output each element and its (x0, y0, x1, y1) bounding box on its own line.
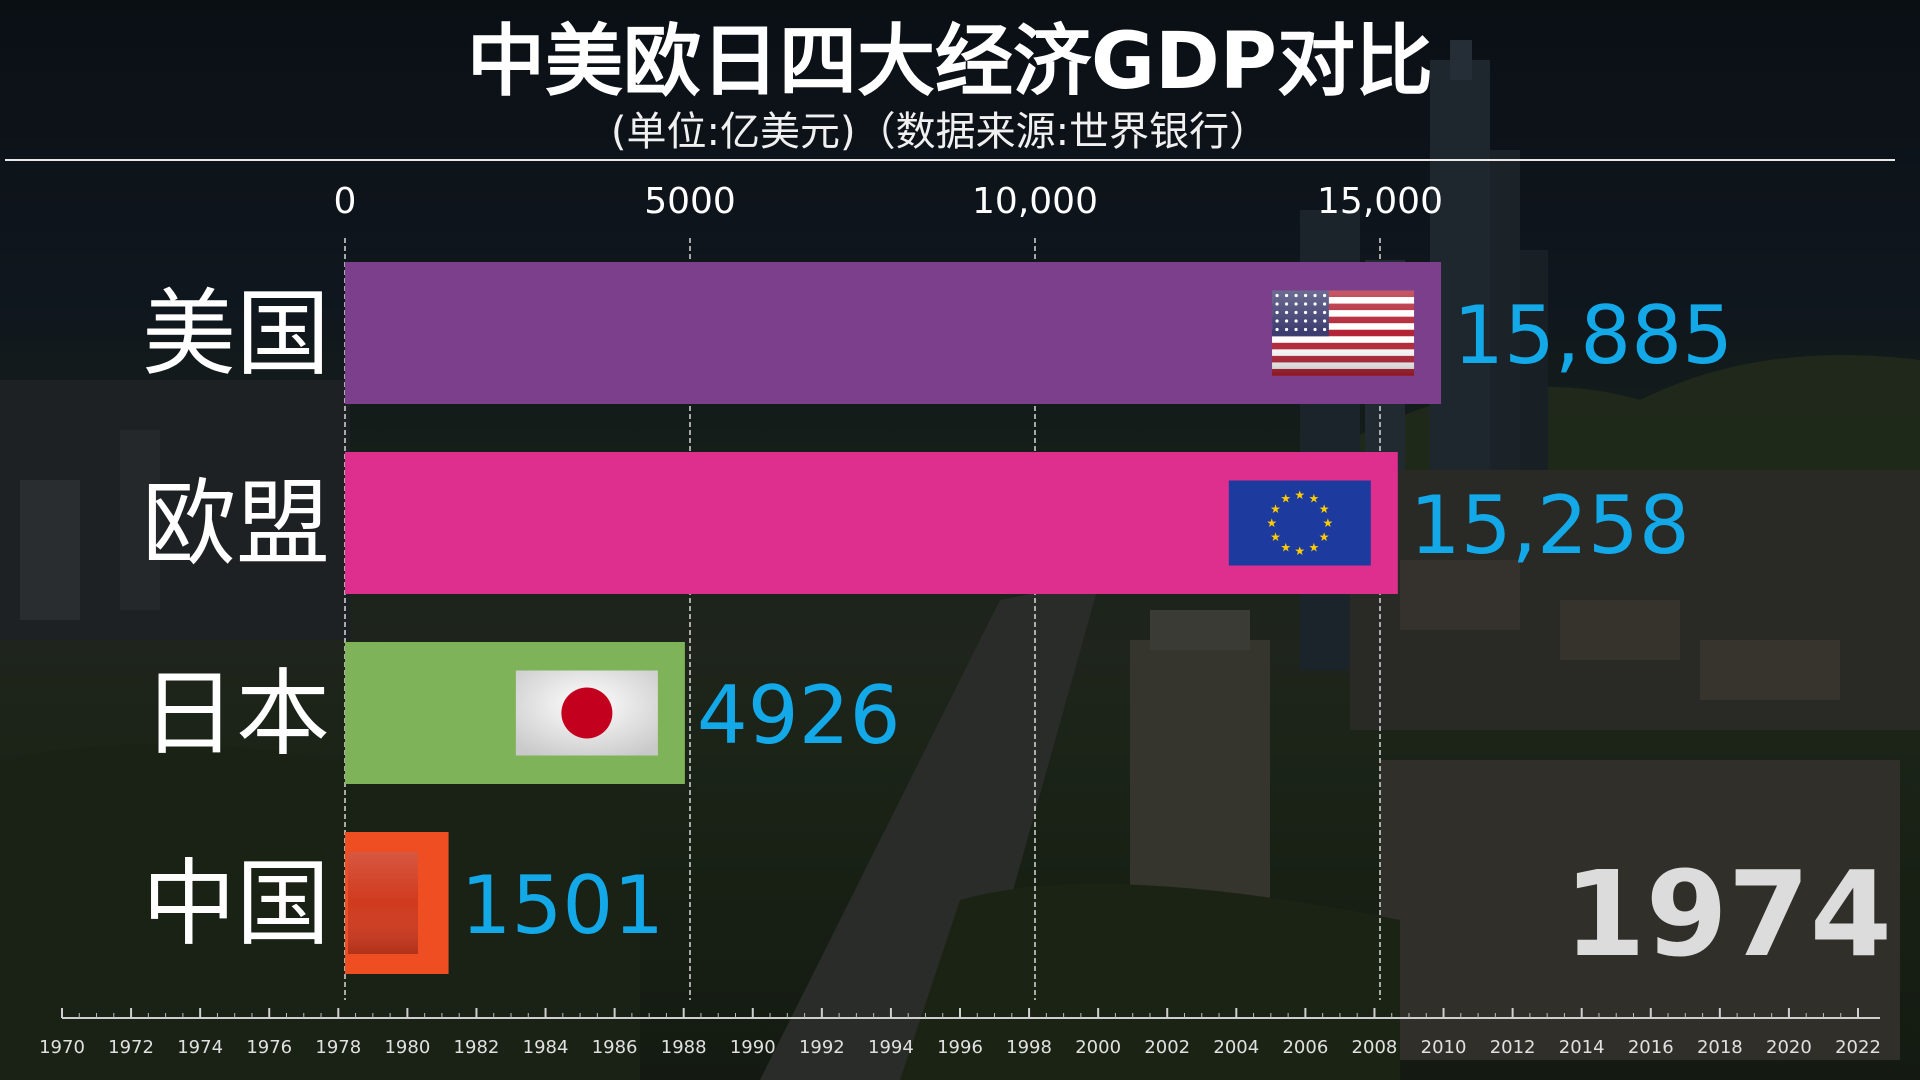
timeline-year-label: 1974 (177, 1037, 223, 1058)
timeline-year-label: 1994 (868, 1037, 914, 1058)
timeline-year-label: 2010 (1421, 1037, 1467, 1058)
x-tick-label: 15,000 (1317, 181, 1443, 222)
timeline-ticks: 1970 1972 1974 1976 1978 1980 1982 1984 1986 1988… (39, 1008, 1881, 1058)
timeline-year-label: 2016 (1628, 1037, 1674, 1058)
timeline-year-label: 1992 (799, 1037, 845, 1058)
timeline-year-label: 1998 (1006, 1037, 1052, 1058)
value-label: 15,258 (1410, 479, 1690, 572)
flags: ★ ★★★★★★★★★★★ (348, 290, 1415, 954)
category-label: 日本 (142, 660, 330, 769)
timeline-year-label: 2004 (1213, 1037, 1259, 1058)
svg-text:★: ★ (1270, 502, 1281, 516)
china-flag-icon (348, 852, 418, 954)
timeline-year-label: 1978 (315, 1037, 361, 1058)
svg-text:★: ★ (1308, 492, 1319, 506)
x-tick-label: 0 (334, 181, 357, 222)
timeline-year-label: 2006 (1282, 1037, 1328, 1058)
value-label: 1501 (461, 859, 665, 952)
category-label: 美国 (142, 280, 330, 389)
timeline-year-label: 1972 (108, 1037, 154, 1058)
japan-flag-icon (515, 670, 658, 756)
current-year-label: 1974 (1564, 845, 1892, 983)
svg-text:★: ★ (1280, 492, 1291, 506)
category-label: 欧盟 (142, 470, 330, 579)
chart-subtitle: (单位:亿美元)（数据来源:世界银行） (611, 109, 1269, 155)
timeline-year-label: 2002 (1144, 1037, 1190, 1058)
timeline-year-label: 1990 (730, 1037, 776, 1058)
timeline-year-label: 2020 (1766, 1037, 1812, 1058)
timeline-slider[interactable]: 1970 1972 1974 1976 1978 1980 1982 1984 1986 1988… (39, 1008, 1881, 1058)
svg-text:★: ★ (1308, 540, 1319, 554)
timeline-year-label: 1982 (454, 1037, 500, 1058)
us-flag-icon (1272, 290, 1415, 376)
chart-title: 中美欧日四大经济GDP对比 (467, 17, 1433, 107)
timeline-year-label: 1986 (592, 1037, 638, 1058)
timeline-year-label: 2000 (1075, 1037, 1121, 1058)
svg-text:★: ★ (1322, 516, 1333, 530)
timeline-year-label: 1976 (246, 1037, 292, 1058)
timeline-year-label: 2014 (1559, 1037, 1605, 1058)
eu-flag-icon: ★ ★★★★★★★★★★★ (1228, 480, 1371, 566)
timeline-year-label: 1970 (39, 1037, 85, 1058)
value-labels: 15,885 15,258 4926 1501 (461, 289, 1733, 952)
timeline-year-label: 1984 (523, 1037, 569, 1058)
value-label: 4926 (697, 669, 901, 762)
value-label: 15,885 (1453, 289, 1733, 382)
x-tick-label: 5000 (644, 181, 736, 222)
timeline-year-label: 1996 (937, 1037, 983, 1058)
svg-text:★: ★ (1294, 544, 1305, 558)
timeline-year-label: 1980 (384, 1037, 430, 1058)
svg-text:★: ★ (1319, 502, 1330, 516)
timeline-year-label: 2018 (1697, 1037, 1743, 1058)
svg-text:★: ★ (1294, 488, 1305, 502)
x-tick-label: 10,000 (972, 181, 1098, 222)
x-axis-ticks: 0 5000 10,000 15,000 (334, 181, 1443, 222)
svg-text:★: ★ (1270, 530, 1281, 544)
bar (345, 262, 1442, 404)
timeline-year-label: 2022 (1835, 1037, 1881, 1058)
timeline-year-label: 1988 (661, 1037, 707, 1058)
bar (345, 452, 1398, 594)
timeline-year-label: 2012 (1490, 1037, 1536, 1058)
svg-text:★: ★ (1319, 530, 1330, 544)
svg-text:★: ★ (1266, 516, 1277, 530)
category-label: 中国 (142, 850, 330, 959)
bars (345, 262, 1442, 974)
timeline-year-label: 2008 (1352, 1037, 1398, 1058)
svg-text:★: ★ (1280, 540, 1291, 554)
